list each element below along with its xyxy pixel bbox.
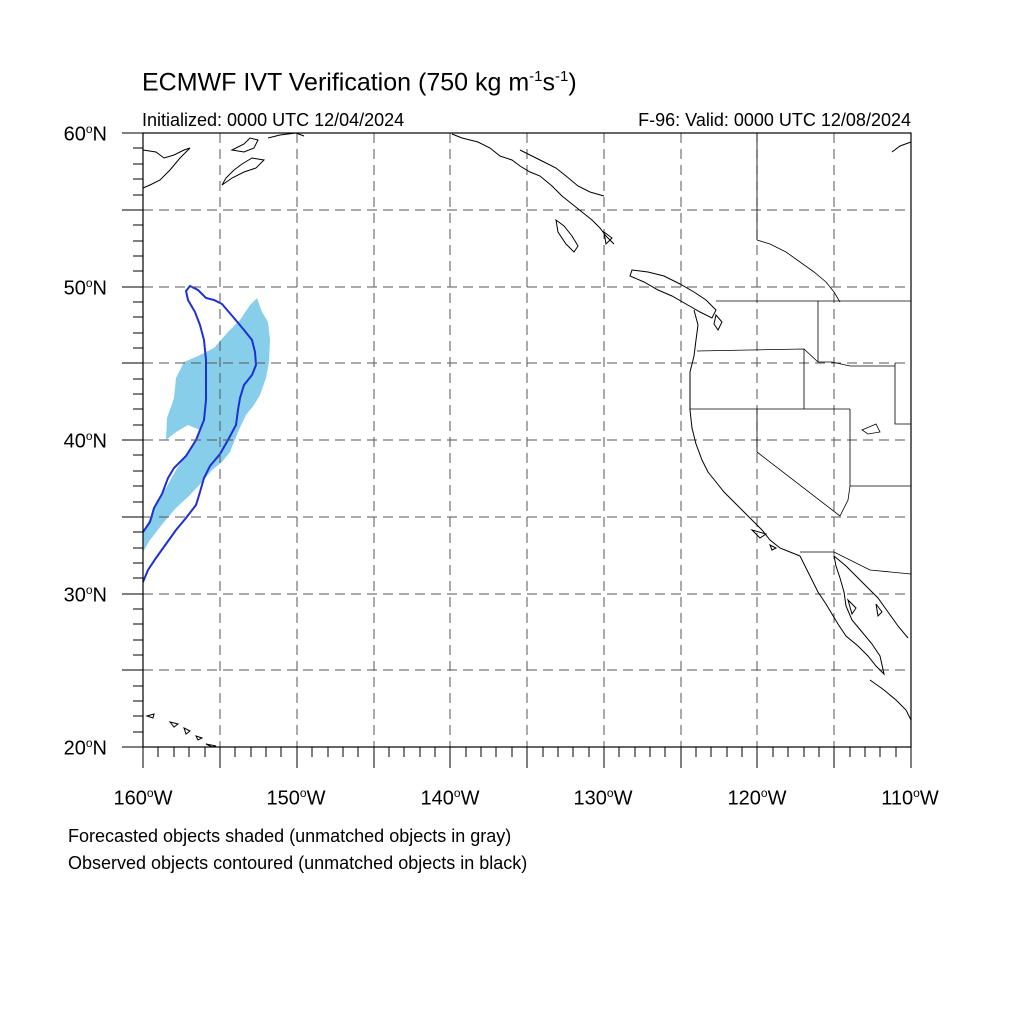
observed-footnote: Observed objects contoured (unmatched ob…: [68, 853, 528, 873]
lon-label-130w: 130oW: [573, 786, 633, 810]
coastlines: [142, 132, 912, 748]
forecast-ivt-object: [143, 298, 270, 552]
axis-ticks: [122, 132, 912, 768]
lon-label-110w: 110oW: [881, 786, 939, 810]
lat-label-40n: 40oN: [63, 429, 107, 453]
lon-label-150w: 150oW: [266, 786, 326, 810]
lat-label-60n: 60oN: [63, 122, 107, 146]
chart-title: ECMWF IVT Verification (750 kg m-1s-1): [142, 68, 577, 97]
lat-label-50n: 50oN: [63, 276, 107, 300]
graticule: [143, 133, 911, 747]
lat-label-30n: 30oN: [63, 583, 107, 607]
lon-label-140w: 140oW: [420, 786, 480, 810]
political-borders: [690, 133, 912, 575]
observed-ivt-contour: [142, 284, 258, 583]
valid-time-label: F-96: Valid: 0000 UTC 12/08/2024: [638, 110, 911, 130]
lat-label-20n: 20oN: [63, 736, 107, 760]
lon-label-120w: 120oW: [727, 786, 787, 810]
lon-label-160w: 160oW: [113, 786, 173, 810]
forecast-footnote: Forecasted objects shaded (unmatched obj…: [68, 826, 512, 846]
initialized-label: Initialized: 0000 UTC 12/04/2024: [142, 110, 405, 130]
